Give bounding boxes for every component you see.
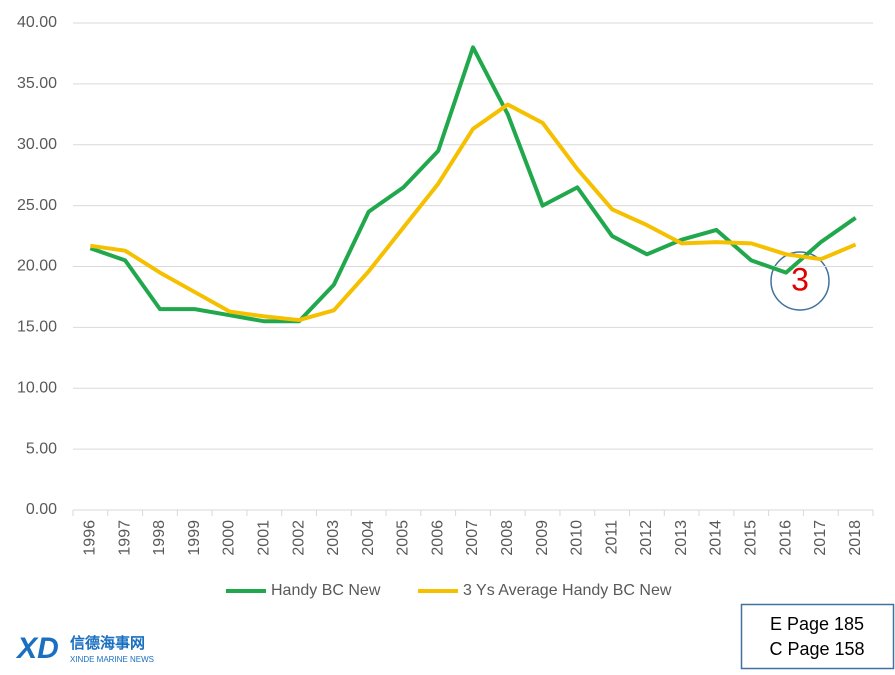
legend-label: Handy BC New (271, 582, 381, 599)
x-tick-label: 2009 (534, 520, 551, 556)
x-tick-label: 2001 (256, 520, 273, 556)
x-tick-label: 2005 (395, 520, 412, 556)
x-tick-label: 2013 (673, 520, 690, 556)
y-tick-label: 20.00 (17, 258, 57, 275)
x-tick-label: 2010 (569, 520, 586, 556)
page-ref: E Page 185 (770, 614, 864, 634)
y-tick-label: 40.00 (17, 14, 57, 31)
page-box (740, 603, 895, 670)
x-tick-label: 2006 (429, 520, 446, 556)
x-tick-label: 2004 (360, 520, 377, 556)
annotation-number: 3 (791, 261, 809, 297)
y-tick-label: 0.00 (26, 501, 57, 518)
series-line (90, 102, 857, 323)
x-tick-label: 2014 (708, 520, 725, 556)
x-tick-label: 2015 (742, 520, 759, 556)
annotation-circle (770, 251, 830, 311)
page-ref: C Page 158 (769, 639, 864, 659)
logo-name: 信德海事网 (70, 634, 145, 652)
x-tick-label: 2017 (812, 520, 829, 556)
x-tick-label: 2003 (325, 520, 342, 556)
x-tick-label: 2008 (499, 520, 516, 556)
x-tick-label: 1999 (186, 520, 203, 556)
legend-label: 3 Ys Average Handy BC New (463, 582, 672, 599)
y-tick-label: 5.00 (26, 440, 57, 457)
logo-mark: XD (15, 632, 59, 665)
y-tick-label: 10.00 (17, 379, 57, 396)
x-tick-label: 2016 (777, 520, 794, 556)
x-tick-label: 2002 (290, 520, 307, 556)
x-tick-label: 2012 (638, 520, 655, 556)
x-tick-label: 1997 (116, 520, 133, 556)
logo-subtitle: XINDE MARINE NEWS (70, 655, 154, 664)
x-tick-label: 2018 (847, 520, 864, 556)
y-tick-label: 25.00 (17, 197, 57, 214)
x-tick-label: 2000 (221, 520, 238, 556)
x-tick-label: 2007 (464, 520, 481, 556)
x-tick-label: 1998 (151, 520, 168, 556)
y-tick-label: 30.00 (17, 136, 57, 153)
series-line (89, 45, 857, 324)
y-tick-label: 35.00 (17, 75, 57, 92)
y-tick-label: 15.00 (17, 319, 57, 336)
x-tick-label: 1996 (82, 520, 99, 556)
x-tick-label: 2011 (603, 520, 620, 555)
